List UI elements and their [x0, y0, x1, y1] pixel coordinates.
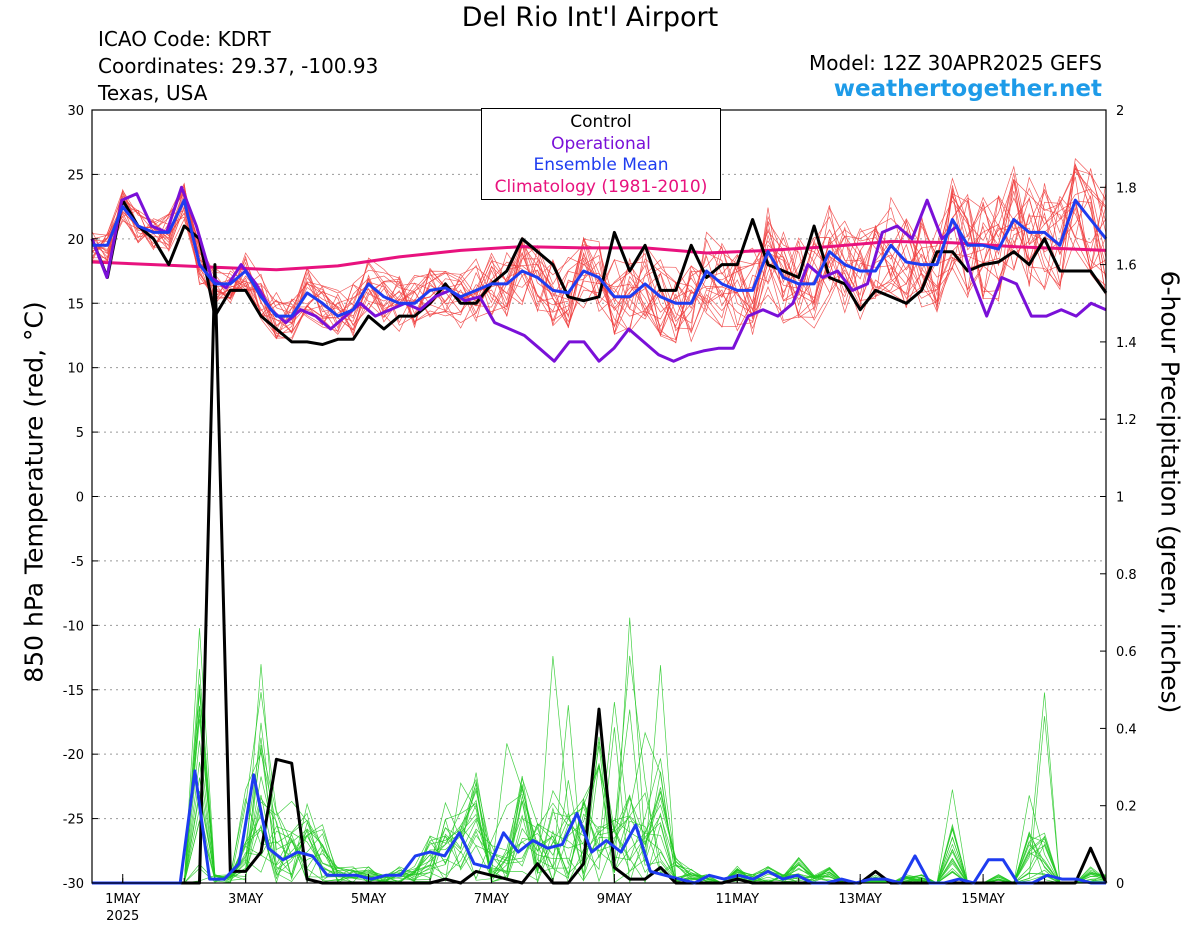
x-tick-label: 1MAY [105, 892, 140, 907]
model-run: Model: 12Z 30APR2025 GEFS [809, 51, 1102, 75]
y-tick-label-right: 0.4 [1116, 722, 1137, 737]
y-tick-label-right: 1.4 [1116, 336, 1137, 351]
y-tick-label-left: -20 [63, 748, 84, 763]
control-precip-line [92, 263, 1108, 885]
y-axis-right-label: 6-hour Precipitation (green, inches) [1155, 270, 1185, 714]
y-tick-label-left: 30 [67, 104, 84, 119]
y-tick-label-right: 0.6 [1116, 645, 1137, 660]
ensemble-mean-temp-line [92, 198, 1108, 318]
y-tick-label-left: 20 [67, 233, 84, 248]
y-tick-label-left: 0 [76, 491, 84, 506]
series-lines [90, 185, 1108, 885]
ensemble-member-temp-line [91, 189, 1107, 334]
axis-ticks: -30-25-20-15-10-505101520253000.20.40.60… [63, 104, 1137, 924]
icao-code: ICAO Code: KDRT [98, 27, 271, 51]
y-tick-label-right: 1.2 [1116, 413, 1137, 428]
y-tick-label-left: 25 [67, 168, 84, 183]
chart-title: Del Rio Int'l Airport [461, 2, 719, 33]
y-tick-label-left: -30 [63, 877, 84, 892]
ensemble-member-temp-line [91, 165, 1107, 335]
ensemble-member-precip-line [92, 655, 1107, 884]
legend: Control Operational Ensemble Mean Climat… [481, 108, 721, 200]
y-tick-label-left: 5 [76, 426, 84, 441]
coordinates: Coordinates: 29.37, -100.93 [98, 54, 379, 78]
y-tick-label-right: 2 [1116, 104, 1124, 119]
x-tick-label: 3MAY [228, 892, 263, 907]
x-tick-label: 9MAY [597, 892, 632, 907]
x-tick-sublabel: 2025 [106, 909, 139, 924]
legend-operational: Operational [551, 133, 651, 154]
ensemble-member-precip-line [92, 706, 1107, 884]
ensemble-member-temp-line [91, 163, 1107, 335]
x-tick-label: 15MAY [961, 892, 1005, 907]
x-tick-label: 13MAY [838, 892, 882, 907]
ensemble-member-temp-line [91, 190, 1107, 334]
y-tick-label-left: -15 [63, 684, 84, 699]
legend-ensemble-mean: Ensemble Mean [533, 155, 669, 175]
climatology-1981-2010-temp-line [91, 239, 1107, 272]
site-link[interactable]: weathertogether.net [833, 76, 1102, 102]
x-tick-label: 11MAY [715, 892, 759, 907]
y-tick-label-right: 0 [1116, 877, 1124, 892]
y-tick-label-right: 1 [1116, 491, 1124, 506]
y-axis-left-label: 850 hPa Temperature (red, °C) [19, 301, 49, 683]
y-tick-label-right: 1.6 [1116, 259, 1137, 274]
legend-control: Control [570, 112, 632, 132]
y-tick-label-left: -25 [63, 813, 84, 828]
y-tick-label-right: 0.2 [1116, 800, 1137, 815]
y-tick-label-left: -10 [63, 619, 84, 634]
x-tick-label: 5MAY [351, 892, 386, 907]
y-tick-label-left: 15 [67, 297, 84, 312]
control-temp-line [90, 198, 1108, 346]
region: Texas, USA [98, 81, 208, 105]
y-tick-label-left: 10 [67, 362, 84, 377]
legend-climatology: Climatology (1981-2010) [494, 176, 708, 197]
y-tick-label-right: 1.8 [1116, 181, 1137, 196]
y-tick-label-left: -5 [71, 555, 84, 570]
operational-temp-line [90, 185, 1107, 363]
x-tick-label: 7MAY [474, 892, 509, 907]
y-tick-label-right: 0.8 [1116, 568, 1137, 583]
